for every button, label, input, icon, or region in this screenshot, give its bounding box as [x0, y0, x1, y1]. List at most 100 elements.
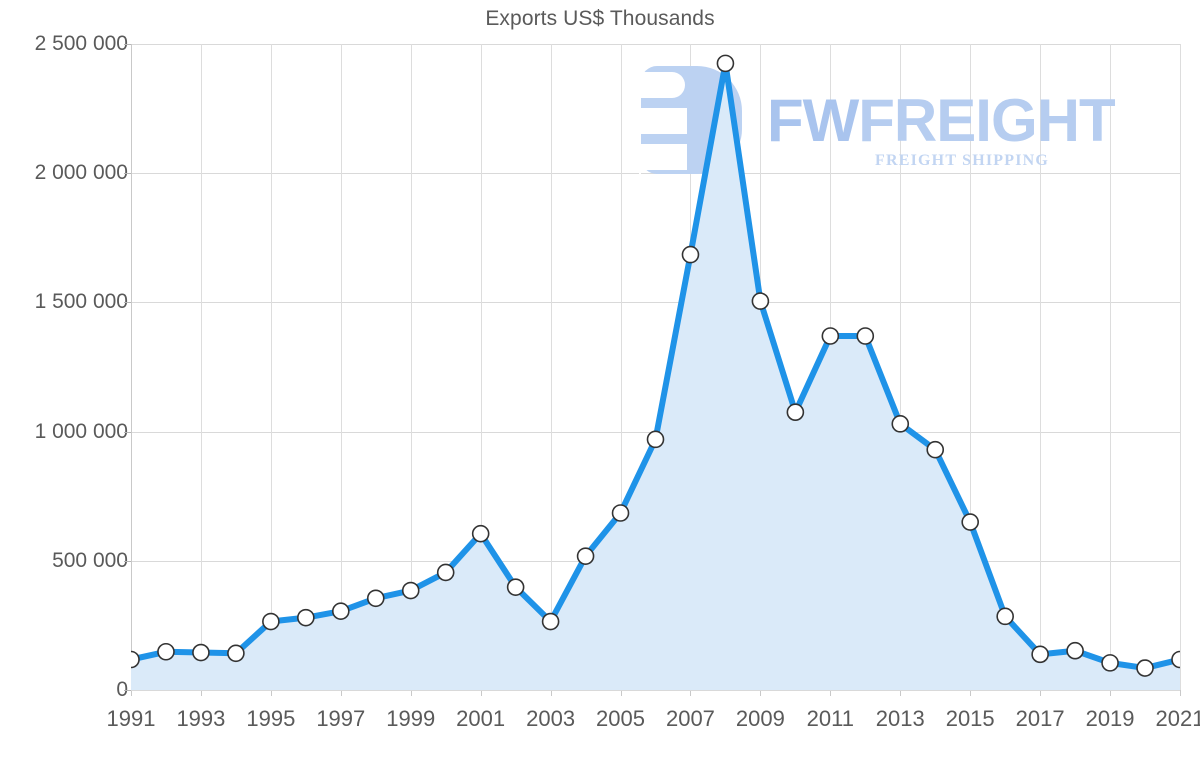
data-point[interactable] — [891, 415, 910, 433]
gridline-vertical — [550, 44, 552, 690]
watermark-brand: FWFREIGHT — [767, 86, 1116, 155]
x-axis-tick-label: 1999 — [386, 706, 436, 731]
y-axis-tick — [124, 560, 131, 562]
plot-area: FWFREIGHT FREIGHT SHIPPING — [131, 44, 1181, 691]
x-axis-tick — [131, 690, 132, 696]
x-axis-tick — [830, 690, 832, 696]
y-axis-tick-label: 1 000 000 — [34, 419, 128, 443]
x-axis-tick-label: 1993 — [176, 706, 226, 731]
x-axis-tick-label: 2009 — [735, 706, 785, 731]
area-fill — [131, 63, 1180, 690]
x-axis-tick-label: 1995 — [246, 706, 296, 731]
data-point[interactable] — [541, 612, 560, 631]
x-axis-tick-label: 2015 — [945, 706, 995, 731]
gridline-vertical — [340, 44, 342, 690]
y-axis-tick — [124, 44, 131, 45]
y-axis-tick — [124, 431, 131, 433]
data-point[interactable] — [401, 581, 420, 600]
x-axis-tick — [970, 690, 972, 696]
data-point[interactable] — [611, 504, 630, 522]
data-point[interactable] — [1066, 641, 1084, 660]
y-axis-tick-label: 1 500 000 — [34, 290, 128, 314]
gridline-vertical — [200, 44, 202, 690]
data-point[interactable] — [1101, 654, 1119, 672]
x-axis-tick — [480, 690, 482, 696]
gridline-vertical — [1180, 44, 1181, 690]
x-axis-tick — [760, 690, 762, 696]
data-point[interactable] — [1136, 659, 1154, 677]
data-point[interactable] — [157, 642, 175, 661]
data-point[interactable] — [1031, 645, 1049, 664]
y-axis-tick — [124, 302, 131, 304]
x-axis-tick — [200, 690, 202, 696]
data-point[interactable] — [856, 327, 875, 345]
gridline-vertical — [1110, 44, 1112, 690]
data-point[interactable] — [576, 547, 595, 565]
series-plot — [131, 54, 1180, 690]
data-point[interactable] — [646, 430, 665, 449]
watermark-brand-suffix: FREIGHT — [858, 87, 1115, 154]
data-point[interactable] — [821, 327, 840, 345]
x-axis-tick-label: 2013 — [875, 706, 925, 731]
watermark-tagline: FREIGHT SHIPPING — [875, 152, 1050, 169]
gridline-vertical — [270, 44, 272, 690]
y-axis-tick-label: 0 — [116, 678, 128, 701]
data-point[interactable] — [786, 403, 805, 422]
x-axis-tick-label: 2001 — [456, 706, 506, 731]
gridline-horizontal — [131, 690, 1180, 691]
data-point[interactable] — [192, 643, 210, 662]
x-axis-tick — [550, 690, 552, 696]
x-axis-tick-label: 2017 — [1015, 706, 1065, 731]
y-axis-line — [131, 44, 132, 690]
data-point[interactable] — [506, 578, 525, 596]
gridline-vertical — [900, 44, 902, 690]
data-point-markers — [131, 54, 1180, 677]
gridline-vertical — [620, 44, 622, 690]
gridline-horizontal — [131, 302, 1180, 304]
x-axis-tick-label: 2011 — [806, 706, 854, 731]
watermark: FWFREIGHT FREIGHT SHIPPING — [131, 44, 1180, 690]
x-axis-tick — [620, 690, 622, 696]
data-point[interactable] — [996, 607, 1014, 626]
x-axis-tick-label: 2003 — [526, 706, 576, 731]
x-axis-tick-label: 1991 — [106, 706, 156, 731]
gridline-vertical — [410, 44, 412, 690]
data-point[interactable] — [471, 524, 490, 543]
x-axis-tick-label: 1997 — [316, 706, 366, 731]
x-axis-tick — [1180, 690, 1181, 696]
data-point[interactable] — [332, 602, 350, 620]
y-axis-tick-label: 2 000 000 — [34, 161, 128, 185]
y-axis-tick — [124, 690, 131, 691]
x-axis-tick — [690, 690, 692, 696]
data-point[interactable] — [751, 292, 770, 310]
data-point[interactable] — [366, 589, 385, 608]
y-axis-tick-label: 500 000 — [52, 548, 128, 572]
x-axis-tick — [1110, 690, 1112, 696]
gridline-vertical — [480, 44, 482, 690]
gridline-horizontal — [131, 44, 1180, 45]
y-axis-tick-label: 2 500 000 — [34, 32, 128, 55]
data-point[interactable] — [681, 245, 700, 264]
data-point[interactable] — [227, 644, 245, 663]
data-point[interactable] — [436, 563, 455, 582]
gridline-vertical — [1040, 44, 1042, 690]
x-axis-tick — [270, 690, 272, 696]
data-point[interactable] — [131, 650, 140, 669]
data-point[interactable] — [961, 513, 980, 531]
data-point[interactable] — [716, 54, 735, 73]
data-point[interactable] — [262, 612, 280, 631]
watermark-logo: FWFREIGHT FREIGHT SHIPPING — [639, 60, 1139, 190]
x-axis-tick — [1040, 690, 1042, 696]
data-point[interactable] — [926, 440, 945, 459]
x-axis-tick-label: 2021 — [1155, 706, 1200, 731]
data-point[interactable] — [297, 608, 315, 627]
x-axis-tick-label: 2007 — [665, 706, 715, 731]
gridline-vertical — [970, 44, 972, 690]
y-axis-tick — [124, 173, 131, 175]
x-axis-tick-label: 2019 — [1085, 706, 1135, 731]
x-axis-tick — [900, 690, 902, 696]
data-point[interactable] — [1171, 650, 1180, 669]
x-axis-tick — [410, 690, 412, 696]
x-axis-tick — [340, 690, 342, 696]
